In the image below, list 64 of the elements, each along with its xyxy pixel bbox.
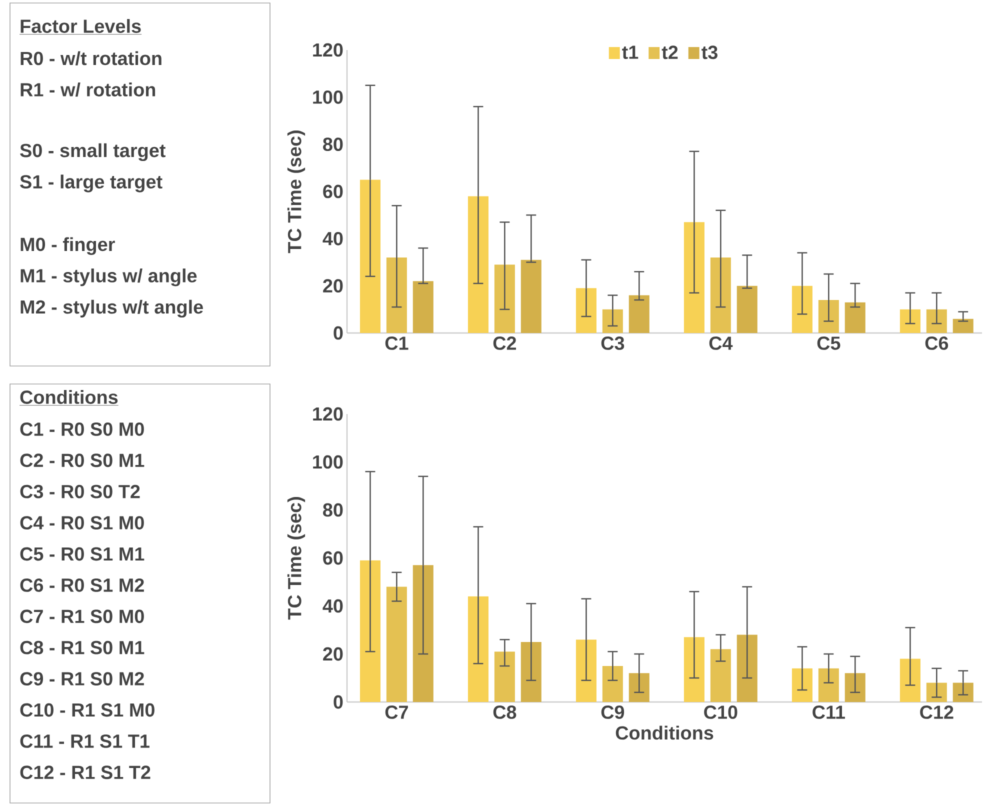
bar bbox=[628, 295, 650, 333]
y-tick-label: 100 bbox=[313, 90, 343, 104]
text: C8 - R1 S0 M1 bbox=[20, 640, 144, 654]
text: C4 - R0 S1 M0 bbox=[20, 516, 144, 530]
bar bbox=[412, 281, 434, 333]
x-tick-label: C5 bbox=[817, 336, 840, 350]
text: Factor Levels bbox=[20, 19, 141, 33]
x-tick-label: C4 bbox=[709, 336, 733, 350]
text: Conditions bbox=[20, 390, 118, 404]
y-tick-label: 60 bbox=[323, 184, 343, 198]
x-tick-label: C2 bbox=[493, 336, 516, 350]
bar bbox=[602, 666, 623, 702]
y-tick-label: 120 bbox=[313, 407, 343, 421]
text: C5 - R0 S1 M1 bbox=[20, 547, 144, 561]
x-axis-title: Conditions bbox=[616, 726, 714, 740]
x-tick-label: C1 bbox=[385, 336, 408, 350]
text: S1 - large target bbox=[20, 174, 162, 192]
y-tick-label: 60 bbox=[323, 551, 343, 565]
text: C7 - R1 S0 M0 bbox=[20, 610, 144, 624]
y-tick-label: 40 bbox=[322, 599, 343, 613]
y-tick-label: 80 bbox=[323, 138, 343, 152]
y-axis-title: TC Time (sec) bbox=[287, 130, 306, 254]
x-tick-label: C8 bbox=[493, 706, 516, 719]
text: C12 - R1 S1 T2 bbox=[20, 766, 150, 780]
x-tick-label: C3 bbox=[601, 336, 624, 350]
bar bbox=[520, 260, 542, 333]
bar bbox=[818, 668, 839, 702]
x-tick-label: C9 bbox=[601, 706, 624, 719]
x-tick-label: C6 bbox=[925, 336, 948, 350]
text: R1 - w/ rotation bbox=[20, 82, 156, 97]
legend-label: t2 bbox=[662, 46, 678, 60]
y-tick-label: 20 bbox=[323, 279, 343, 293]
text: C11 - R1 S1 T1 bbox=[20, 734, 150, 748]
legend-label: t3 bbox=[702, 46, 718, 60]
text: C6 - R0 S1 M2 bbox=[20, 578, 144, 592]
y-tick-label: 0 bbox=[334, 695, 343, 709]
x-tick-label: C11 bbox=[812, 706, 845, 719]
text: C10 - R1 S1 M0 bbox=[20, 703, 154, 717]
y-tick-label: 80 bbox=[323, 503, 343, 517]
y-tick-label: 100 bbox=[313, 455, 343, 469]
y-tick-label: 120 bbox=[313, 43, 343, 57]
text: M0 - finger bbox=[20, 237, 115, 255]
y-tick-label: 0 bbox=[334, 326, 343, 340]
y-axis-title: TC Time (sec) bbox=[287, 497, 306, 620]
text: M1 - stylus w/ angle bbox=[20, 268, 197, 286]
text: R0 - w/t rotation bbox=[20, 51, 162, 66]
bar bbox=[952, 318, 974, 333]
y-tick-label: 20 bbox=[323, 647, 343, 661]
bar bbox=[494, 652, 515, 702]
bar bbox=[844, 302, 866, 333]
legend-label: t1 bbox=[622, 46, 638, 59]
x-tick-label: C7 bbox=[385, 706, 408, 719]
x-tick-label: C10 bbox=[704, 706, 738, 719]
text: C2 - R0 S0 M1 bbox=[20, 454, 144, 468]
text: C1 - R0 S0 M0 bbox=[20, 422, 144, 436]
bar bbox=[386, 586, 407, 702]
y-tick-label: 40 bbox=[322, 232, 343, 246]
text: S0 - small target bbox=[20, 143, 166, 162]
text: C9 - R1 S0 M2 bbox=[20, 672, 144, 686]
bar bbox=[710, 649, 731, 702]
text: M2 - stylus w/t angle bbox=[20, 300, 203, 318]
x-tick-label: C12 bbox=[920, 706, 954, 719]
text: C3 - R0 S0 T2 bbox=[20, 484, 140, 498]
bar bbox=[736, 286, 758, 333]
